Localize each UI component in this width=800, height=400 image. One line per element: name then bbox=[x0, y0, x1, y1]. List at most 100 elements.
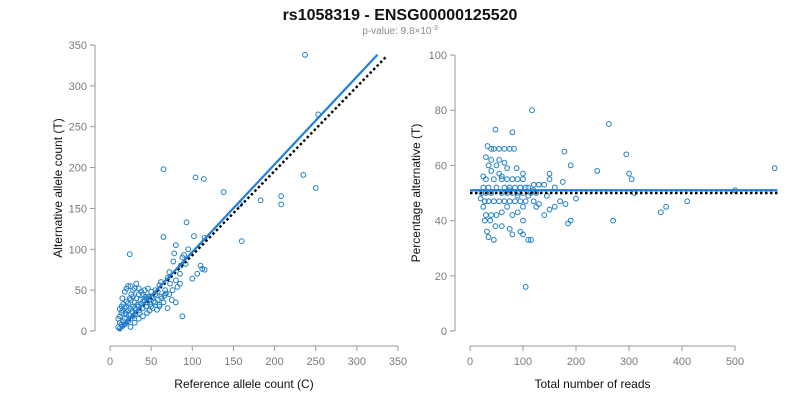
data-point bbox=[300, 172, 307, 178]
data-point bbox=[191, 233, 197, 240]
data-point bbox=[168, 297, 175, 303]
data-point bbox=[172, 277, 179, 284]
x-tick-label: 0 bbox=[107, 356, 113, 368]
data-point bbox=[122, 310, 129, 316]
data-point bbox=[197, 262, 204, 269]
y-tick-label: 0 bbox=[81, 326, 87, 338]
data-point bbox=[134, 301, 141, 308]
data-point bbox=[119, 295, 126, 302]
data-point bbox=[551, 203, 558, 210]
data-point bbox=[541, 212, 548, 218]
data-point bbox=[530, 181, 537, 188]
data-point bbox=[156, 301, 163, 308]
data-point bbox=[189, 275, 196, 282]
data-point bbox=[628, 176, 635, 183]
data-point bbox=[302, 51, 308, 58]
data-point bbox=[131, 285, 138, 292]
data-point bbox=[530, 198, 537, 205]
data-point bbox=[663, 203, 669, 210]
data-point bbox=[490, 237, 497, 243]
data-point bbox=[490, 176, 497, 183]
data-point bbox=[501, 198, 508, 205]
data-point bbox=[148, 293, 155, 300]
data-point bbox=[126, 311, 132, 318]
data-point bbox=[126, 295, 133, 302]
data-point bbox=[525, 192, 532, 199]
y-tick-label: 0 bbox=[441, 326, 447, 338]
data-point bbox=[488, 145, 495, 152]
data-point bbox=[509, 129, 516, 136]
y-tick-label: 350 bbox=[69, 40, 87, 52]
data-point bbox=[520, 203, 526, 210]
y-tick-label: 80 bbox=[435, 105, 447, 117]
data-point bbox=[278, 201, 285, 208]
expected-ratio-line bbox=[117, 56, 387, 331]
y-axis-title: Percentage alternative (T) bbox=[409, 124, 423, 263]
data-point bbox=[565, 220, 571, 227]
data-point bbox=[154, 306, 160, 313]
data-point bbox=[514, 209, 521, 216]
data-point bbox=[485, 162, 492, 169]
p-value-label: p-value: 9.8×10-3 bbox=[362, 25, 438, 37]
data-point bbox=[481, 198, 488, 205]
data-point bbox=[684, 198, 691, 205]
data-point bbox=[567, 162, 574, 169]
fitted-line bbox=[117, 54, 379, 331]
data-point bbox=[501, 145, 508, 152]
data-point bbox=[498, 223, 505, 230]
data-point bbox=[536, 181, 542, 188]
data-point bbox=[533, 203, 540, 210]
data-point bbox=[546, 170, 553, 177]
data-point bbox=[144, 285, 151, 292]
data-point bbox=[561, 148, 568, 155]
data-point bbox=[488, 156, 495, 163]
percentage-scatter-panel: 0 20 40 60 80 100 0 100 200 300 400 500 Total number… bbox=[409, 50, 778, 391]
chart-title: rs1058319 - ENSG00000125520 bbox=[283, 7, 518, 24]
x-tick-label: 300 bbox=[348, 356, 366, 368]
data-point bbox=[131, 319, 138, 326]
data-point bbox=[483, 212, 489, 218]
data-point bbox=[177, 270, 183, 277]
data-point bbox=[605, 121, 612, 127]
data-point bbox=[488, 212, 495, 218]
x-tick-label: 150 bbox=[224, 356, 242, 368]
x-tick-label: 200 bbox=[265, 356, 283, 368]
y-tick-label: 40 bbox=[435, 216, 447, 228]
data-point bbox=[123, 319, 130, 326]
data-point bbox=[185, 246, 192, 253]
data-point bbox=[626, 170, 632, 177]
data-point bbox=[557, 198, 563, 205]
data-point bbox=[522, 198, 529, 205]
data-point bbox=[129, 308, 136, 315]
data-point bbox=[133, 280, 140, 287]
data-point bbox=[490, 198, 497, 205]
data-point bbox=[160, 166, 167, 173]
x-axis-title: Reference allele count (C) bbox=[174, 377, 313, 391]
data-point bbox=[177, 280, 183, 287]
data-point bbox=[520, 217, 526, 224]
data-point bbox=[483, 154, 489, 161]
data-point bbox=[121, 288, 128, 295]
allele-count-scatter-panel: 0 50 100 150 200 250 300 350 0 50 100 150 200 250 300 3… bbox=[51, 40, 407, 391]
data-point bbox=[514, 192, 521, 199]
data-point bbox=[504, 165, 511, 172]
data-point bbox=[496, 156, 503, 163]
data-point bbox=[125, 318, 132, 325]
data-point bbox=[492, 223, 499, 230]
data-point bbox=[171, 250, 178, 257]
data-point bbox=[493, 162, 500, 169]
data-point bbox=[520, 170, 526, 177]
x-tick-label: 100 bbox=[183, 356, 201, 368]
p-value-exponent: -3 bbox=[431, 25, 437, 32]
data-point bbox=[160, 234, 167, 240]
y-tick-label: 250 bbox=[69, 122, 87, 134]
data-point bbox=[485, 234, 492, 241]
x-tick-label: 350 bbox=[389, 356, 407, 368]
data-point bbox=[179, 313, 186, 320]
data-point bbox=[116, 306, 123, 312]
data-point bbox=[498, 209, 505, 216]
data-point bbox=[541, 181, 548, 188]
data-point bbox=[194, 270, 201, 277]
data-point bbox=[162, 287, 169, 294]
